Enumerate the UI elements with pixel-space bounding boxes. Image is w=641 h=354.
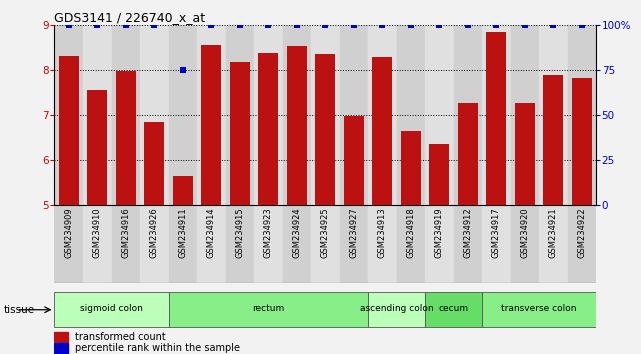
Text: GSM234925: GSM234925 — [320, 207, 330, 257]
Bar — [368, 205, 397, 283]
Bar — [397, 25, 425, 205]
Text: cecum: cecum — [438, 304, 469, 314]
Bar — [344, 116, 364, 205]
Bar — [568, 205, 596, 283]
Bar — [568, 25, 596, 205]
Bar — [425, 25, 454, 205]
Bar — [401, 131, 420, 205]
FancyBboxPatch shape — [368, 292, 425, 327]
Bar — [340, 25, 368, 205]
Bar — [197, 205, 226, 283]
Bar — [140, 205, 169, 283]
Bar — [144, 122, 164, 205]
Bar — [458, 103, 478, 205]
Bar — [112, 205, 140, 283]
Text: GSM234917: GSM234917 — [492, 207, 501, 258]
Text: ascending colon: ascending colon — [360, 304, 433, 314]
FancyBboxPatch shape — [54, 292, 169, 327]
Bar — [140, 25, 169, 205]
Bar — [87, 90, 107, 205]
Bar — [315, 54, 335, 205]
Bar — [83, 25, 112, 205]
Bar — [54, 332, 68, 342]
Text: GDS3141 / 226740_x_at: GDS3141 / 226740_x_at — [54, 11, 206, 24]
Bar — [226, 205, 254, 283]
Bar — [258, 53, 278, 205]
Bar — [454, 205, 482, 283]
FancyBboxPatch shape — [169, 292, 368, 327]
Text: GSM234912: GSM234912 — [463, 207, 472, 257]
Text: GSM234919: GSM234919 — [435, 207, 444, 257]
Bar — [544, 75, 563, 205]
Bar — [83, 205, 112, 283]
Text: GSM234911: GSM234911 — [178, 207, 187, 257]
Bar — [429, 144, 449, 205]
Bar — [254, 25, 283, 205]
Bar — [283, 25, 311, 205]
Bar — [397, 205, 425, 283]
Bar — [197, 25, 226, 205]
Text: transformed count: transformed count — [75, 332, 166, 342]
Bar — [539, 205, 568, 283]
Bar — [372, 57, 392, 205]
Text: sigmoid colon: sigmoid colon — [80, 304, 143, 314]
Bar — [112, 25, 140, 205]
Text: GSM234918: GSM234918 — [406, 207, 415, 258]
Bar — [169, 25, 197, 205]
Bar — [572, 78, 592, 205]
Bar — [539, 25, 568, 205]
Bar — [515, 103, 535, 205]
Bar — [54, 25, 83, 205]
Bar — [54, 343, 68, 353]
Bar — [287, 46, 307, 205]
Text: GSM234922: GSM234922 — [578, 207, 587, 257]
Bar — [173, 176, 193, 205]
Bar — [283, 205, 311, 283]
Text: transverse colon: transverse colon — [501, 304, 577, 314]
Bar — [487, 32, 506, 205]
Text: GSM234913: GSM234913 — [378, 207, 387, 258]
Text: tissue: tissue — [3, 305, 35, 315]
Bar — [482, 25, 511, 205]
Bar — [226, 25, 254, 205]
Text: GSM234914: GSM234914 — [207, 207, 216, 257]
Text: GSM234921: GSM234921 — [549, 207, 558, 257]
Bar — [311, 25, 340, 205]
Bar — [311, 205, 340, 283]
FancyBboxPatch shape — [482, 292, 596, 327]
Bar — [116, 71, 136, 205]
Bar — [254, 205, 283, 283]
Text: GSM234909: GSM234909 — [64, 207, 73, 257]
Text: GSM234926: GSM234926 — [150, 207, 159, 258]
Bar — [169, 205, 197, 283]
Bar — [511, 205, 539, 283]
Bar — [59, 56, 79, 205]
FancyBboxPatch shape — [425, 292, 482, 327]
Bar — [454, 25, 482, 205]
Text: rectum: rectum — [252, 304, 285, 314]
Text: GSM234923: GSM234923 — [264, 207, 273, 258]
Bar — [368, 25, 397, 205]
Bar — [511, 25, 539, 205]
Text: GSM234920: GSM234920 — [520, 207, 529, 257]
Bar — [230, 62, 250, 205]
Text: percentile rank within the sample: percentile rank within the sample — [75, 343, 240, 353]
Bar — [340, 205, 368, 283]
Bar — [482, 205, 511, 283]
Bar — [54, 205, 83, 283]
Text: GSM234927: GSM234927 — [349, 207, 358, 258]
Text: GSM234916: GSM234916 — [121, 207, 130, 258]
Bar — [201, 45, 221, 205]
Bar — [425, 205, 454, 283]
Text: GSM234915: GSM234915 — [235, 207, 244, 257]
Text: GSM234910: GSM234910 — [93, 207, 102, 257]
Text: GSM234924: GSM234924 — [292, 207, 301, 257]
